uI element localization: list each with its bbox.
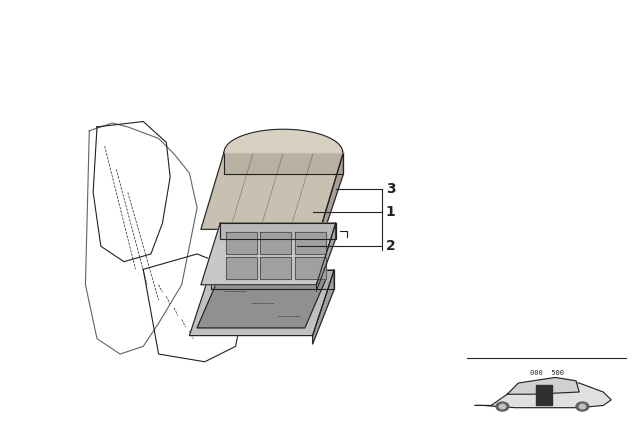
Text: 2: 2 xyxy=(386,239,396,253)
Circle shape xyxy=(576,402,589,411)
Polygon shape xyxy=(295,233,326,254)
Polygon shape xyxy=(312,270,334,344)
Circle shape xyxy=(499,404,506,409)
Polygon shape xyxy=(201,223,336,285)
Polygon shape xyxy=(211,270,334,289)
Polygon shape xyxy=(201,152,344,229)
Polygon shape xyxy=(189,270,334,336)
Polygon shape xyxy=(260,233,291,254)
Polygon shape xyxy=(224,152,344,174)
Polygon shape xyxy=(220,223,336,238)
Polygon shape xyxy=(197,278,326,328)
Text: 1: 1 xyxy=(386,205,396,219)
Bar xyxy=(536,385,552,405)
Polygon shape xyxy=(320,152,344,243)
Polygon shape xyxy=(227,233,257,254)
Polygon shape xyxy=(227,257,257,279)
Polygon shape xyxy=(507,377,579,394)
Polygon shape xyxy=(316,223,336,291)
Polygon shape xyxy=(295,257,326,279)
Text: 3: 3 xyxy=(386,181,396,195)
Polygon shape xyxy=(475,383,611,408)
Text: 000  500: 000 500 xyxy=(530,370,564,375)
Polygon shape xyxy=(260,257,291,279)
Circle shape xyxy=(496,402,509,411)
Polygon shape xyxy=(201,152,344,229)
Circle shape xyxy=(579,404,586,409)
